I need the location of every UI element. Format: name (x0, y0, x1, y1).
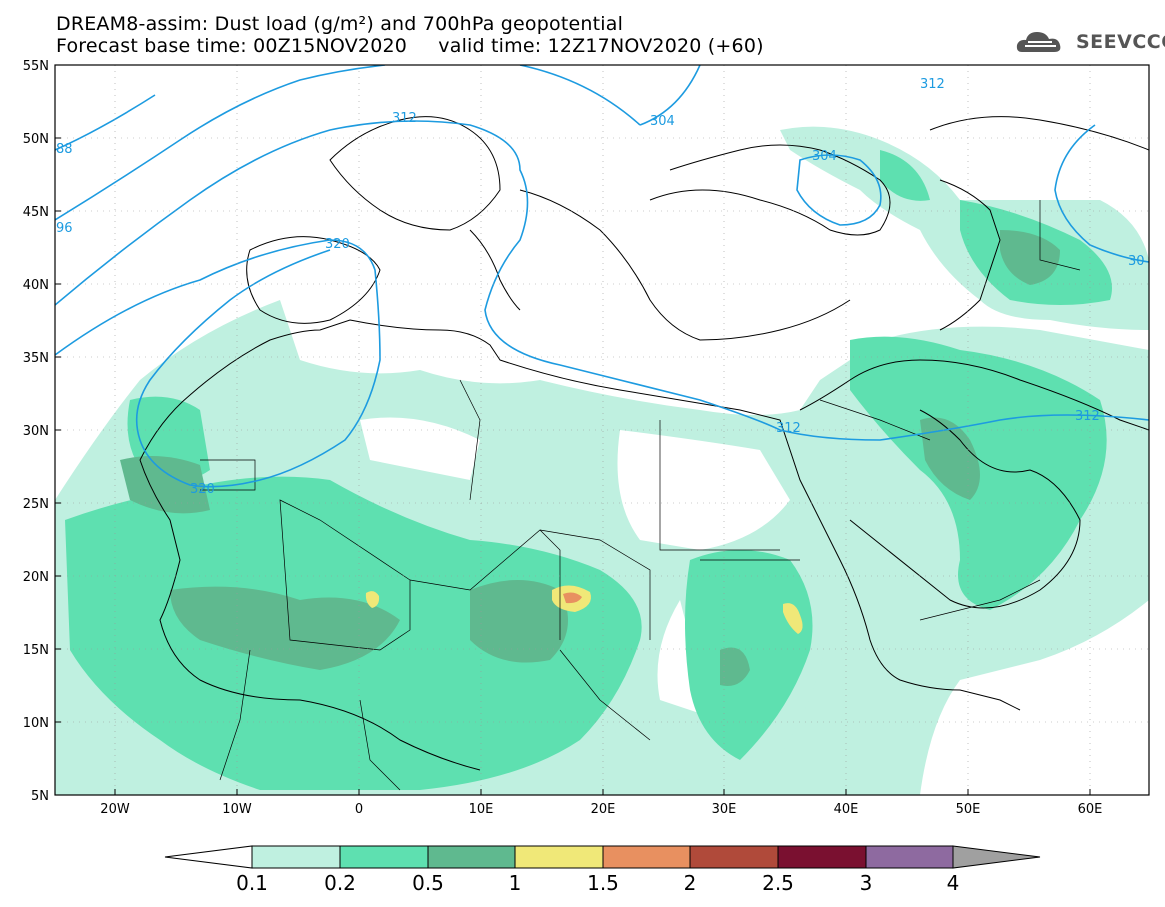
colorbar-labels: 0.1 0.2 0.5 1 1.5 2 2.5 3 4 (236, 871, 959, 895)
seevccc-logo: SEEVCCC (1016, 28, 1165, 56)
lon-label: 30E (712, 802, 737, 817)
lat-label: 15N (23, 643, 49, 658)
lat-label: 40N (23, 278, 49, 293)
latitude-labels: 55N 50N 45N 40N 35N 30N 25N 20N 15N 10N … (23, 59, 49, 804)
geopotential-contours (55, 65, 1149, 488)
contour-label: 312 (920, 77, 945, 92)
cloud-icon (1016, 32, 1061, 52)
colorbar-cell (427, 845, 516, 869)
colorbar-cell (952, 845, 1041, 869)
colorbar-label: 0.1 (236, 871, 268, 895)
colorbar-cell (865, 845, 954, 869)
contour-label: 30 (1128, 254, 1145, 269)
lat-label: 45N (23, 205, 49, 220)
colorbar-label: 1.5 (587, 871, 619, 895)
contour-label: 312 (1075, 409, 1100, 424)
lon-label: 10E (469, 802, 494, 817)
longitude-labels: 20W 10W 0 10E 20E 30E 40E 50E 60E (100, 802, 1102, 817)
colorbar-cell (777, 845, 867, 869)
country-borders (200, 200, 1081, 791)
lat-label: 25N (23, 497, 49, 512)
logo-text: SEEVCCC (1076, 31, 1165, 53)
lon-label: 40E (834, 802, 859, 817)
colorbar (164, 845, 1041, 869)
map-title: DREAM8-assim: Dust load (g/m²) and 700hP… (56, 13, 624, 35)
colorbar-label: 3 (860, 871, 873, 895)
colorbar-label: 0.2 (324, 871, 356, 895)
lat-label: 5N (31, 789, 49, 804)
colorbar-cell (514, 845, 604, 869)
colorbar-cell (164, 845, 253, 869)
contour-label: 320 (325, 237, 350, 252)
lon-label: 50E (956, 802, 981, 817)
contour-label: 312 (776, 421, 801, 436)
contour-label: 312 (392, 111, 417, 126)
lat-label: 35N (23, 351, 49, 366)
colorbar-label: 2 (684, 871, 697, 895)
lon-label: 10W (222, 802, 252, 817)
contour-label: 88 (56, 142, 73, 157)
lat-label: 55N (23, 59, 49, 74)
dust-level-0.5 (120, 230, 1060, 686)
coastlines (139, 116, 1149, 771)
lat-label: 20N (23, 570, 49, 585)
contour-labels: 312 304 304 312 88 96 320 320 312 30 312 (56, 77, 1145, 497)
lon-label: 60E (1078, 802, 1103, 817)
colorbar-cell (251, 845, 341, 869)
map-subtitle: Forecast base time: 00Z15NOV2020 valid t… (56, 35, 764, 57)
lat-label: 30N (23, 424, 49, 439)
graticule (55, 65, 1149, 795)
colorbar-label: 1 (509, 871, 522, 895)
colorbar-cell (602, 845, 691, 869)
lon-label: 20E (591, 802, 616, 817)
lat-label: 50N (23, 132, 49, 147)
contour-label: 96 (56, 221, 73, 236)
map-canvas: 312 304 304 312 88 96 320 320 312 30 312 (55, 65, 1149, 795)
contour-label: 304 (812, 149, 837, 164)
colorbar-label: 0.5 (412, 871, 444, 895)
dust-level-1.5 (563, 592, 582, 604)
colorbar-label: 2.5 (762, 871, 794, 895)
lat-label: 10N (23, 716, 49, 731)
lon-label: 20W (100, 802, 130, 817)
contour-label: 304 (650, 114, 675, 129)
lon-label: 0 (355, 802, 363, 817)
colorbar-cell (339, 845, 429, 869)
contour-label: 320 (190, 482, 215, 497)
axis-ticks (55, 64, 1091, 795)
colorbar-label: 4 (947, 871, 960, 895)
colorbar-cell (689, 845, 779, 869)
